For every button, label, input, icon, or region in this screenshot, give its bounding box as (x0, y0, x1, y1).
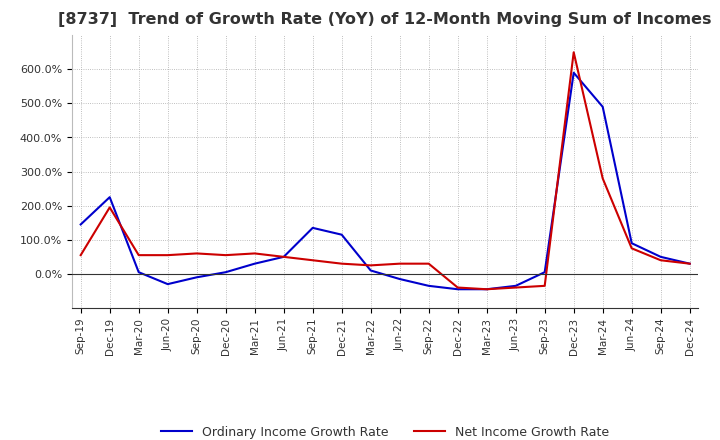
Net Income Growth Rate (338, 261, 346, 266)
Ordinary Income Growth Rate (76, 222, 85, 227)
Line: Net Income Growth Rate: Net Income Growth Rate (81, 52, 690, 289)
Ordinary Income Growth Rate (570, 70, 578, 75)
Net Income Growth Rate (135, 253, 143, 258)
Net Income Growth Rate (308, 257, 317, 263)
Net Income Growth Rate (657, 257, 665, 263)
Net Income Growth Rate (685, 261, 694, 266)
Net Income Growth Rate (221, 253, 230, 258)
Net Income Growth Rate (366, 263, 375, 268)
Ordinary Income Growth Rate (657, 254, 665, 260)
Legend: Ordinary Income Growth Rate, Net Income Growth Rate: Ordinary Income Growth Rate, Net Income … (156, 421, 614, 440)
Net Income Growth Rate (251, 251, 259, 256)
Ordinary Income Growth Rate (424, 283, 433, 289)
Ordinary Income Growth Rate (105, 194, 114, 200)
Net Income Growth Rate (192, 251, 201, 256)
Ordinary Income Growth Rate (279, 254, 288, 260)
Line: Ordinary Income Growth Rate: Ordinary Income Growth Rate (81, 73, 690, 289)
Ordinary Income Growth Rate (627, 241, 636, 246)
Ordinary Income Growth Rate (541, 270, 549, 275)
Net Income Growth Rate (482, 286, 491, 292)
Ordinary Income Growth Rate (395, 276, 404, 282)
Ordinary Income Growth Rate (454, 286, 462, 292)
Ordinary Income Growth Rate (685, 261, 694, 266)
Net Income Growth Rate (395, 261, 404, 266)
Ordinary Income Growth Rate (338, 232, 346, 237)
Title: [8737]  Trend of Growth Rate (YoY) of 12-Month Moving Sum of Incomes: [8737] Trend of Growth Rate (YoY) of 12-… (58, 12, 712, 27)
Net Income Growth Rate (454, 285, 462, 290)
Ordinary Income Growth Rate (598, 104, 607, 110)
Net Income Growth Rate (163, 253, 172, 258)
Net Income Growth Rate (598, 176, 607, 181)
Net Income Growth Rate (105, 205, 114, 210)
Ordinary Income Growth Rate (366, 268, 375, 273)
Ordinary Income Growth Rate (192, 275, 201, 280)
Ordinary Income Growth Rate (135, 270, 143, 275)
Ordinary Income Growth Rate (308, 225, 317, 231)
Ordinary Income Growth Rate (163, 282, 172, 287)
Ordinary Income Growth Rate (221, 270, 230, 275)
Net Income Growth Rate (511, 285, 520, 290)
Ordinary Income Growth Rate (482, 286, 491, 292)
Net Income Growth Rate (570, 50, 578, 55)
Net Income Growth Rate (279, 254, 288, 260)
Net Income Growth Rate (76, 253, 85, 258)
Net Income Growth Rate (541, 283, 549, 289)
Net Income Growth Rate (424, 261, 433, 266)
Ordinary Income Growth Rate (511, 283, 520, 289)
Net Income Growth Rate (627, 246, 636, 251)
Ordinary Income Growth Rate (251, 261, 259, 266)
